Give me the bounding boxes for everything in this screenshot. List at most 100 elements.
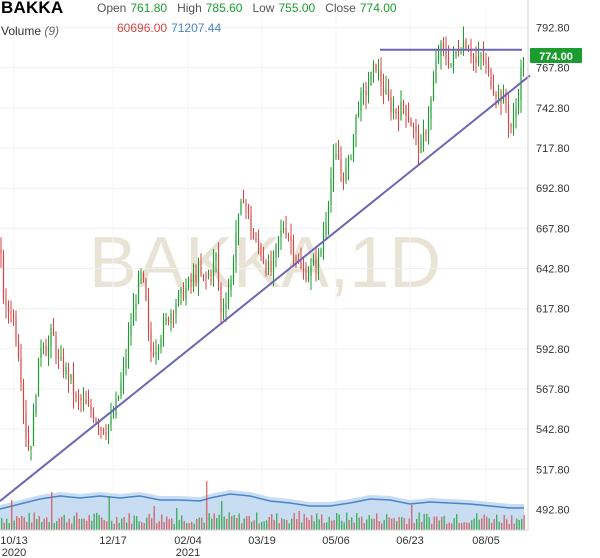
- volume-bar: [371, 518, 373, 530]
- volume-bar: [143, 523, 145, 530]
- volume-bar: [138, 521, 140, 530]
- candle-body: [200, 266, 202, 275]
- candle-body: [240, 201, 242, 214]
- volume-bar: [263, 521, 265, 530]
- volume-ma-line: [0, 493, 524, 510]
- volume-bar: [63, 514, 65, 530]
- volume-bar: [121, 518, 123, 530]
- volume-bar: [336, 512, 338, 530]
- volume-label: Volume: [1, 24, 42, 38]
- volume-bar: [458, 522, 460, 530]
- candle-body: [30, 445, 32, 450]
- high-label: High: [177, 1, 202, 15]
- candle-body: [302, 268, 305, 271]
- trendlines[interactable]: [0, 48, 531, 502]
- volume-bar: [241, 523, 243, 530]
- candle-body: [37, 357, 40, 397]
- candle-body: [340, 159, 342, 173]
- volume-bar: [178, 519, 180, 530]
- volume-bar: [308, 519, 310, 530]
- open-label: Open: [97, 1, 127, 15]
- ascending-trendline[interactable]: [0, 74, 531, 502]
- price-gridlines: [0, 8, 528, 530]
- candle-body: [392, 109, 395, 113]
- candle-body: [372, 63, 375, 72]
- volume-bar: [131, 523, 133, 530]
- candle-body: [212, 260, 215, 277]
- candle-body: [270, 260, 272, 273]
- candle-body: [510, 124, 512, 127]
- candle-body: [185, 287, 187, 300]
- candle-body: [172, 313, 175, 315]
- volume-bar: [313, 521, 315, 530]
- candle-body: [362, 90, 365, 93]
- volume-bar: [71, 523, 73, 530]
- volume-bar: [1, 518, 3, 530]
- price-tick-label: 792.80: [536, 23, 570, 35]
- volume-bar: [213, 513, 215, 530]
- volume-bar: [431, 523, 433, 530]
- volume-bar: [286, 520, 288, 530]
- volume-bar: [266, 520, 268, 530]
- volume-bar: [256, 512, 258, 530]
- price-axis[interactable]: 792.80 767.80 742.80 717.80 692.80 667.80 642.…: [0, 0, 570, 531]
- candle-body: [275, 244, 277, 258]
- volume-bar: [221, 501, 223, 530]
- volume-bar: [316, 513, 318, 530]
- candle-body: [317, 253, 320, 269]
- candle-body: [380, 69, 382, 86]
- volume-bar: [161, 514, 163, 530]
- volume-bar: [201, 517, 203, 530]
- candle-body: [457, 52, 460, 54]
- price-tick-label: 692.80: [536, 183, 570, 195]
- candle-body: [75, 394, 77, 398]
- candle-body: [145, 279, 147, 300]
- volume-bar: [396, 521, 398, 530]
- candle-body: [450, 63, 452, 66]
- candle-body: [292, 240, 295, 257]
- candle-body: [2, 254, 5, 299]
- volume-bar: [231, 516, 233, 530]
- candle-body: [412, 126, 415, 128]
- candle-body: [442, 42, 445, 49]
- candle-body: [405, 105, 407, 117]
- volume-bar: [361, 516, 363, 530]
- volume-bar: [373, 518, 375, 530]
- candle-body: [147, 299, 150, 330]
- candle-body: [325, 222, 327, 235]
- candle-body: [507, 104, 510, 125]
- volume-bar: [123, 516, 125, 530]
- candle-body: [142, 272, 145, 280]
- volume-bar: [73, 515, 75, 530]
- candle-body: [65, 367, 67, 374]
- candle-body: [100, 428, 102, 430]
- volume-bar: [291, 518, 293, 530]
- volume-bar: [191, 521, 193, 530]
- candle-body: [90, 405, 92, 413]
- candle-body: [77, 397, 80, 399]
- volume-bar: [493, 518, 495, 530]
- candle-body: [487, 63, 490, 70]
- volume-bar: [491, 522, 493, 530]
- volume-bar: [163, 522, 165, 530]
- low-value: 755.00: [278, 1, 316, 15]
- candle-body: [140, 272, 142, 275]
- volume-bar: [341, 520, 343, 530]
- volume-bar: [368, 514, 370, 530]
- candle-body: [390, 97, 392, 113]
- volume-bar: [183, 520, 185, 530]
- volume-bar: [383, 519, 385, 530]
- candle-body: [20, 357, 22, 383]
- price-tick-label: 617.80: [536, 304, 570, 316]
- volume-bar: [253, 520, 255, 530]
- candle-body: [162, 321, 165, 340]
- volume-bar: [106, 521, 108, 530]
- candle-body: [265, 262, 267, 273]
- candle-body: [10, 312, 12, 315]
- candle-body: [67, 367, 70, 380]
- candle-body: [485, 60, 487, 64]
- volume-bar: [423, 513, 425, 530]
- volume-bar: [98, 515, 100, 530]
